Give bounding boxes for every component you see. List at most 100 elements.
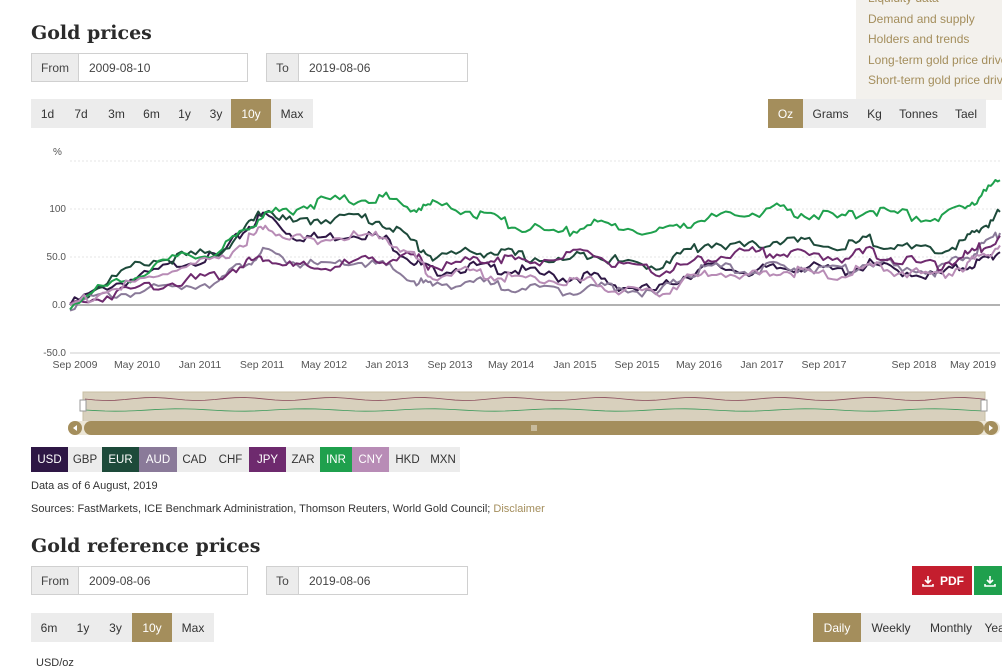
grip-icon bbox=[531, 425, 537, 431]
download-icon bbox=[922, 575, 934, 587]
range-button-max[interactable]: Max bbox=[280, 106, 304, 121]
unit-label: USD/oz bbox=[36, 657, 74, 669]
x-tick-label: May 2014 bbox=[488, 359, 534, 371]
currency-button-inr[interactable]: INR bbox=[320, 447, 352, 472]
sources-text: Sources: FastMarkets, ICE Benchmark Admi… bbox=[31, 503, 545, 515]
navigator-handle-right[interactable] bbox=[980, 399, 988, 412]
ref-range-button-10y[interactable]: 10y bbox=[132, 613, 172, 642]
x-tick-label: Sep 2017 bbox=[802, 359, 847, 371]
range-button-6m[interactable]: 6m bbox=[143, 106, 160, 121]
to-label: To bbox=[267, 54, 299, 81]
to-date-field[interactable]: To bbox=[266, 53, 468, 82]
range-button-7d[interactable]: 7d bbox=[74, 106, 88, 121]
y-tick-label: -50.0 bbox=[43, 348, 66, 359]
period-button-daily[interactable]: Daily bbox=[813, 613, 861, 642]
pdf-download-button[interactable]: PDF bbox=[912, 566, 972, 595]
ref-to-date-input[interactable] bbox=[299, 567, 467, 594]
x-tick-label: Jan 2015 bbox=[553, 359, 596, 371]
excel-download-button[interactable] bbox=[974, 566, 1002, 595]
x-tick-label: Sep 2011 bbox=[240, 359, 284, 371]
reference-prices-title: Gold reference prices bbox=[31, 535, 261, 557]
pdf-label: PDF bbox=[940, 573, 964, 588]
series-line-usd bbox=[69, 211, 1001, 306]
side-menu-item[interactable]: Long-term gold price drivers bbox=[868, 52, 1002, 67]
to-date-input[interactable] bbox=[299, 54, 467, 81]
ref-range-button-max[interactable]: Max bbox=[181, 620, 205, 635]
ref-range-buttons: 6m 1y 3y 10y Max bbox=[31, 613, 214, 642]
x-tick-label: May 2016 bbox=[676, 359, 722, 371]
period-button-yearly[interactable]: Yearly bbox=[984, 620, 1002, 635]
sources-label: Sources: FastMarkets, ICE Benchmark Admi… bbox=[31, 503, 491, 515]
from-date-field[interactable]: From bbox=[31, 53, 248, 82]
currency-button-gbp[interactable]: GBP bbox=[68, 447, 102, 472]
side-menu-item[interactable]: Short-term gold price drivers bbox=[868, 73, 1002, 87]
range-button-3m[interactable]: 3m bbox=[108, 106, 125, 121]
unit-buttons: Oz Grams Kg Tonnes Tael bbox=[768, 99, 986, 128]
ref-to-date-field[interactable]: To bbox=[266, 566, 468, 595]
series-line-aud bbox=[69, 231, 1001, 312]
navigator-handle-left[interactable] bbox=[79, 399, 87, 412]
ref-from-date-field[interactable]: From bbox=[31, 566, 248, 595]
range-button-3y[interactable]: 3y bbox=[209, 106, 223, 121]
currency-button-chf[interactable]: CHF bbox=[212, 447, 249, 472]
period-button-monthly[interactable]: Monthly bbox=[929, 620, 973, 635]
side-menu-item[interactable]: Holders and trends bbox=[868, 32, 970, 46]
arrow-left-icon bbox=[73, 425, 77, 431]
ref-from-label: From bbox=[32, 567, 79, 594]
series-line-cny bbox=[69, 224, 1001, 306]
range-button-1d[interactable]: 1d bbox=[40, 106, 55, 121]
ref-to-label: To bbox=[267, 567, 299, 594]
x-tick-label: Sep 2018 bbox=[892, 359, 937, 371]
currency-button-aud[interactable]: AUD bbox=[139, 447, 177, 472]
currency-button-mxn[interactable]: MXN bbox=[426, 447, 460, 472]
side-menu: Liquidity data Demand and supply Holders a… bbox=[856, 0, 1002, 100]
x-tick-label: Jan 2017 bbox=[740, 359, 783, 371]
currency-button-cad[interactable]: CAD bbox=[177, 447, 212, 472]
unit-button-grams[interactable]: Grams bbox=[812, 106, 849, 121]
x-tick-label: Jan 2011 bbox=[179, 359, 222, 371]
unit-button-tonnes[interactable]: Tonnes bbox=[899, 106, 938, 121]
currency-button-zar[interactable]: ZAR bbox=[286, 447, 320, 472]
x-tick-label: Sep 2013 bbox=[428, 359, 473, 371]
side-menu-item[interactable]: Liquidity data bbox=[868, 0, 1002, 9]
x-tick-label: May 2010 bbox=[114, 359, 160, 371]
currency-button-cny[interactable]: CNY bbox=[352, 447, 389, 472]
download-icon bbox=[984, 575, 996, 587]
x-tick-label: Sep 2009 bbox=[53, 359, 98, 371]
unit-button-kg[interactable]: Kg bbox=[867, 106, 882, 121]
ref-range-button-6m[interactable]: 6m bbox=[40, 620, 58, 635]
y-tick-label: 100 bbox=[49, 204, 66, 215]
period-button-weekly[interactable]: Weekly bbox=[871, 620, 911, 635]
navigator-series-line bbox=[84, 397, 986, 401]
y-axis-label: % bbox=[53, 147, 62, 158]
range-buttons: 1d 7d 3m 6m 1y 3y 10y Max bbox=[31, 99, 313, 128]
series-line-jpy bbox=[69, 235, 1001, 305]
navigator-series-line bbox=[84, 408, 986, 412]
data-as-of: Data as of 6 August, 2019 bbox=[31, 480, 158, 492]
currency-button-usd[interactable]: USD bbox=[31, 447, 68, 472]
unit-button-tael[interactable]: Tael bbox=[954, 106, 977, 121]
navigator-window[interactable] bbox=[82, 391, 986, 423]
from-label: From bbox=[32, 54, 79, 81]
range-button-1y[interactable]: 1y bbox=[178, 106, 191, 121]
chart-navigator[interactable] bbox=[0, 388, 1002, 438]
currency-button-eur[interactable]: EUR bbox=[102, 447, 139, 472]
currency-button-hkd[interactable]: HKD bbox=[389, 447, 426, 472]
x-tick-label: May 2019 bbox=[950, 359, 996, 371]
side-menu-item[interactable]: Demand and supply bbox=[868, 11, 975, 26]
disclaimer-link[interactable]: Disclaimer bbox=[493, 503, 545, 515]
from-date-input[interactable] bbox=[79, 54, 247, 81]
x-tick-label: Sep 2015 bbox=[615, 359, 660, 371]
x-tick-label: May 2012 bbox=[301, 359, 347, 371]
series-line-inr bbox=[69, 179, 1001, 311]
ref-range-button-3y[interactable]: 3y bbox=[109, 620, 122, 635]
ref-range-button-1y[interactable]: 1y bbox=[76, 620, 90, 635]
range-button-10y[interactable]: 10y bbox=[231, 99, 271, 128]
currency-selector: USD GBP EUR AUD CAD CHF JPY ZAR INR CNY HKD MXN bbox=[31, 447, 460, 472]
y-tick-label: 50.0 bbox=[47, 252, 67, 263]
arrow-right-icon bbox=[989, 425, 993, 431]
currency-button-jpy[interactable]: JPY bbox=[249, 447, 286, 472]
ref-from-date-input[interactable] bbox=[79, 567, 247, 594]
unit-button-oz[interactable]: Oz bbox=[768, 99, 803, 128]
